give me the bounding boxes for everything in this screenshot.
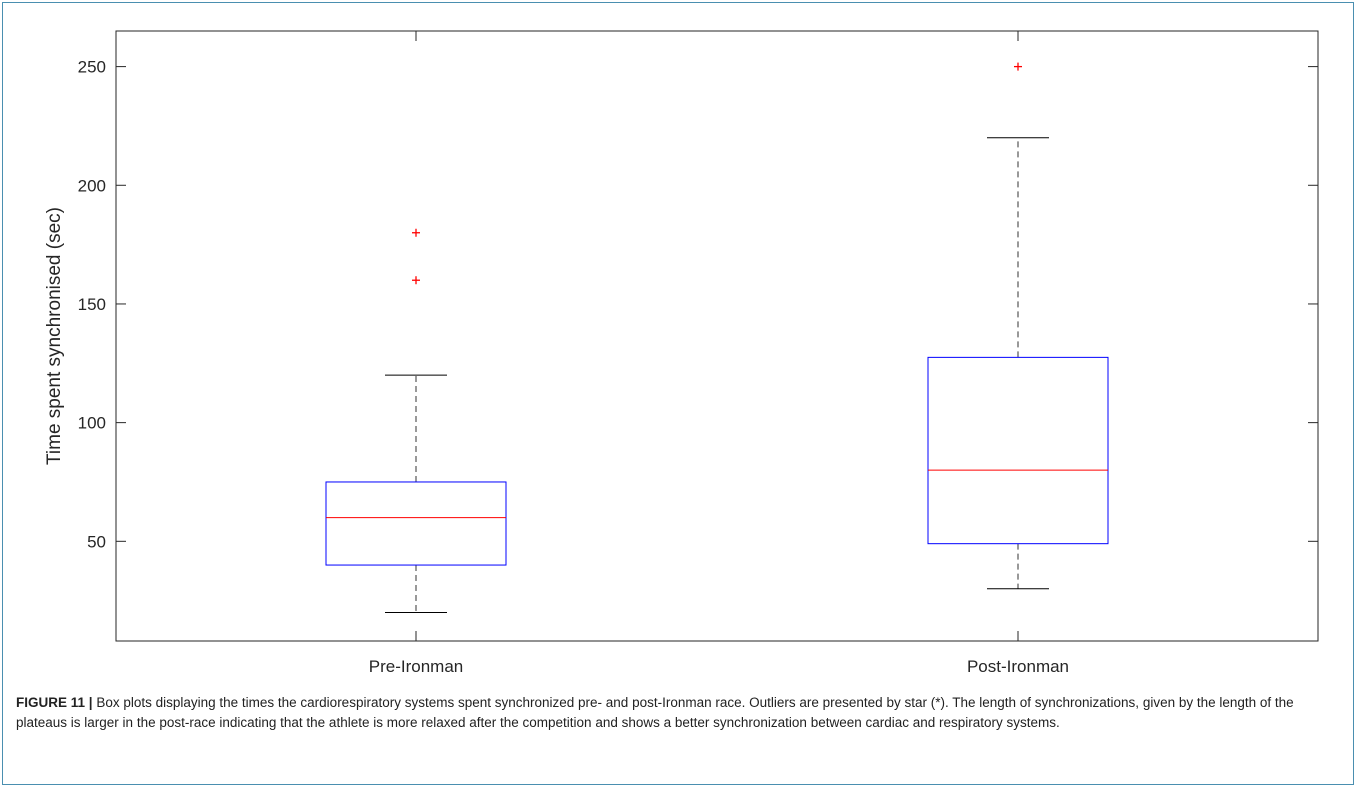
y-axis-title: Time spent synchronised (sec) bbox=[44, 207, 65, 465]
x-tick-label: Post-Ironman bbox=[967, 657, 1069, 676]
iqr-box bbox=[927, 356, 1109, 545]
caption-text: Box plots displaying the times the cardi… bbox=[16, 695, 1294, 730]
figure-label: FIGURE 11 | bbox=[16, 695, 93, 710]
figure-caption: FIGURE 11 | Box plots displaying the tim… bbox=[16, 693, 1342, 733]
iqr-box bbox=[325, 481, 507, 566]
x-tick-label: Pre-Ironman bbox=[369, 657, 463, 676]
outlier-marker bbox=[1014, 62, 1022, 71]
y-tick-label: 150 bbox=[78, 295, 106, 314]
outlier-marker bbox=[412, 228, 420, 237]
y-tick-label: 50 bbox=[87, 532, 106, 551]
plot-area-frame bbox=[115, 30, 1319, 642]
y-tick-label: 100 bbox=[78, 414, 106, 433]
box-plot-chart: 50 100 150 200 250 Pre-Ironman Post-Ironman Tim… bbox=[44, 30, 1319, 676]
y-tick-label: 250 bbox=[78, 58, 106, 77]
outlier-marker bbox=[412, 276, 420, 285]
y-tick-label: 200 bbox=[78, 176, 106, 195]
